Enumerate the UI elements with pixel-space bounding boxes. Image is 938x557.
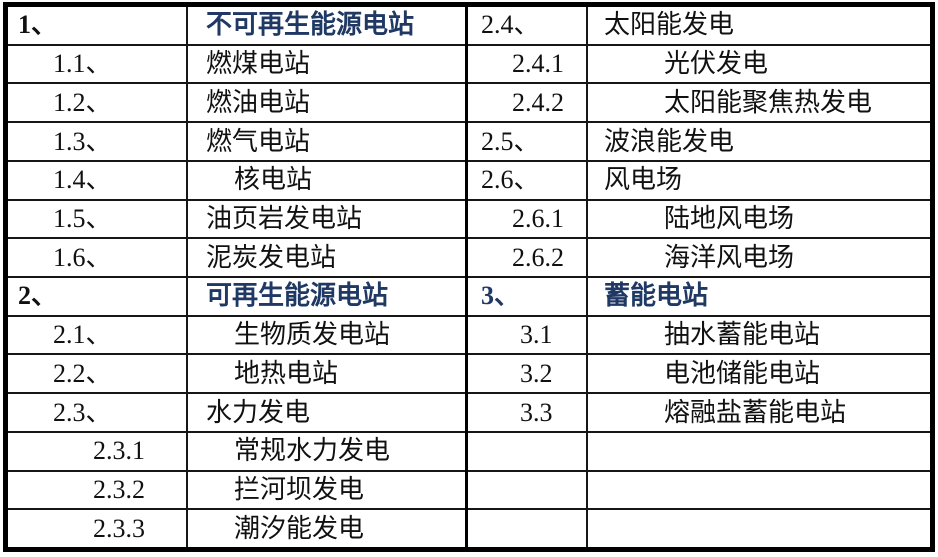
table-row: 2.6.1 陆地风电场 bbox=[468, 200, 930, 240]
table-row: 1、 不可再生能源电站 bbox=[8, 7, 465, 46]
row-number-cell: 2.6.1 bbox=[468, 200, 588, 238]
row-label-cell: 地热电站 bbox=[234, 358, 339, 388]
table-row: 3.3 熔融盐蓄能电站 bbox=[468, 394, 930, 433]
table-row: 1.3、 燃气电站 bbox=[8, 123, 465, 162]
table-row: 3.1 抽水蓄能电站 bbox=[468, 316, 930, 356]
row-label-cell: 常规水力发电 bbox=[234, 436, 391, 466]
row-number-cell: 2.2、 bbox=[8, 355, 188, 393]
row-label-cell: 潮汐能发电 bbox=[234, 513, 365, 543]
row-label-cell: 不可再生能源电站 bbox=[206, 10, 415, 40]
table-row: 2.4.1 光伏发电 bbox=[468, 45, 930, 85]
row-label-cell: 太阳能发电 bbox=[604, 10, 735, 40]
row-number-cell: 2.6、 bbox=[468, 161, 588, 199]
table-row: 1.2、 燃油电站 bbox=[8, 84, 465, 124]
row-number-cell bbox=[468, 510, 588, 548]
row-number-cell: 1.6、 bbox=[8, 239, 188, 277]
row-number-cell: 2.3.1 bbox=[8, 432, 188, 470]
row-number-cell: 2.1、 bbox=[8, 316, 188, 354]
row-number-cell: 2.3.2 bbox=[8, 471, 188, 509]
row-number-cell: 2.3、 bbox=[8, 394, 188, 431]
row-label-cell bbox=[588, 433, 930, 470]
row-number-cell: 2.4、 bbox=[468, 7, 588, 44]
row-label-cell bbox=[588, 510, 930, 547]
row-label-cell: 熔融盐蓄能电站 bbox=[664, 397, 847, 427]
row-number-cell: 1.4、 bbox=[8, 161, 188, 199]
row-label-cell: 油页岩发电站 bbox=[206, 203, 363, 233]
table-row bbox=[468, 510, 930, 548]
row-number-cell: 2.4.1 bbox=[468, 45, 588, 83]
table-row: 2.4、 太阳能发电 bbox=[468, 7, 930, 46]
row-label-cell: 泥炭发电站 bbox=[206, 242, 337, 272]
row-number-cell: 2.3.3 bbox=[8, 510, 188, 548]
row-number-cell: 3、 bbox=[468, 278, 588, 315]
table-row: 3、 蓄能电站 bbox=[468, 278, 930, 317]
row-label-cell: 太阳能聚焦热发电 bbox=[664, 87, 873, 117]
row-label-cell: 水力发电 bbox=[206, 397, 311, 427]
row-label-cell: 光伏发电 bbox=[664, 49, 769, 79]
row-label-cell: 燃气电站 bbox=[206, 126, 311, 156]
table-row: 2.6、 风电场 bbox=[468, 161, 930, 201]
row-number-cell: 3.3 bbox=[468, 394, 588, 431]
table-row: 2.6.2 海洋风电场 bbox=[468, 239, 930, 279]
table-row: 2.4.2 太阳能聚焦热发电 bbox=[468, 84, 930, 124]
row-label-cell: 电池储能电站 bbox=[664, 358, 821, 388]
row-number-cell: 2.6.2 bbox=[468, 239, 588, 277]
table-row: 2.1、 生物质发电站 bbox=[8, 316, 465, 356]
table-row: 2.3.3 潮汐能发电 bbox=[8, 510, 465, 548]
table-row bbox=[468, 432, 930, 472]
row-label-cell: 蓄能电站 bbox=[604, 281, 709, 311]
table-row: 1.4、 核电站 bbox=[8, 161, 465, 201]
row-label-cell: 拦河坝发电 bbox=[234, 474, 365, 504]
row-number-cell: 1.1、 bbox=[8, 45, 188, 83]
row-number-cell: 1、 bbox=[8, 7, 188, 44]
table-row: 2.2、 地热电站 bbox=[8, 355, 465, 395]
row-label-cell: 燃油电站 bbox=[206, 87, 311, 117]
row-label-cell: 抽水蓄能电站 bbox=[664, 320, 821, 350]
row-number-cell: 2.5、 bbox=[468, 123, 588, 160]
row-label-cell: 生物质发电站 bbox=[234, 320, 391, 350]
table-row: 1.1、 燃煤电站 bbox=[8, 45, 465, 85]
table-row: 2、 可再生能源电站 bbox=[8, 278, 465, 317]
row-label-cell: 风电场 bbox=[604, 165, 683, 195]
row-label-cell: 陆地风电场 bbox=[664, 203, 795, 233]
table-row: 3.2 电池储能电站 bbox=[468, 355, 930, 395]
table-row: 2.3、 水力发电 bbox=[8, 394, 465, 433]
row-number-cell: 1.5、 bbox=[8, 200, 188, 238]
table-row: 2.3.2 拦河坝发电 bbox=[8, 471, 465, 511]
table-row: 2.3.1 常规水力发电 bbox=[8, 432, 465, 472]
row-number-cell bbox=[468, 432, 588, 470]
right-table: 2.4、 太阳能发电 2.4.1 光伏发电 2.4.2 太阳能聚焦热发电 2.5、 波浪能发电… bbox=[468, 7, 930, 548]
row-number-cell: 1.3、 bbox=[8, 123, 188, 160]
row-number-cell: 2、 bbox=[8, 278, 188, 315]
row-number-cell: 2.4.2 bbox=[468, 84, 588, 122]
left-table: 1、 不可再生能源电站 1.1、 燃煤电站 1.2、 燃油电站 1.3、 燃气电站 1.4、 核电… bbox=[8, 7, 468, 548]
table-row: 2.5、 波浪能发电 bbox=[468, 123, 930, 162]
table-row: 1.6、 泥炭发电站 bbox=[8, 239, 465, 279]
table-row bbox=[468, 471, 930, 511]
row-label-cell bbox=[588, 472, 930, 509]
row-number-cell: 1.2、 bbox=[8, 84, 188, 122]
row-label-cell: 海洋风电场 bbox=[664, 242, 795, 272]
row-label-cell: 波浪能发电 bbox=[604, 126, 735, 156]
table-row: 1.5、 油页岩发电站 bbox=[8, 200, 465, 240]
power-station-classification-table: 1、 不可再生能源电站 1.1、 燃煤电站 1.2、 燃油电站 1.3、 燃气电站 1.4、 核电… bbox=[3, 2, 935, 552]
row-number-cell: 3.2 bbox=[468, 355, 588, 393]
row-label-cell: 可再生能源电站 bbox=[206, 281, 389, 311]
row-number-cell: 3.1 bbox=[468, 316, 588, 354]
row-label-cell: 核电站 bbox=[234, 165, 313, 195]
row-label-cell: 燃煤电站 bbox=[206, 49, 311, 79]
row-number-cell bbox=[468, 471, 588, 509]
